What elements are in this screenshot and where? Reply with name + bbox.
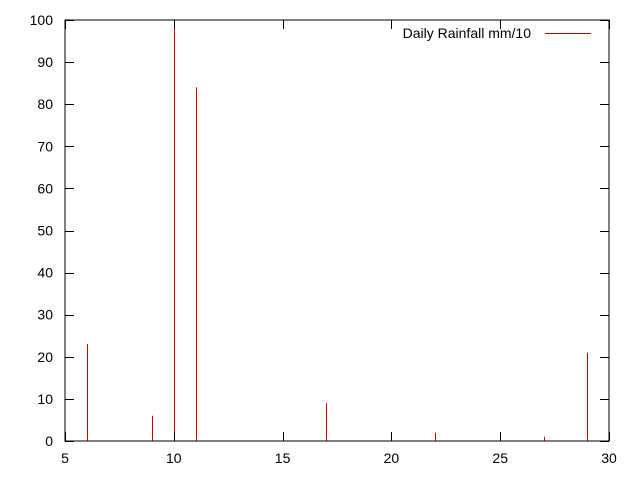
y-tick-label: 20 (37, 349, 53, 365)
y-tick-label: 90 (37, 54, 53, 70)
legend: Daily Rainfall mm/10 (403, 25, 591, 41)
y-tick-label: 50 (37, 223, 53, 239)
legend-label: Daily Rainfall mm/10 (403, 25, 532, 41)
x-tick-label: 15 (275, 450, 291, 466)
y-tick-label: 70 (37, 138, 53, 154)
y-tick-label: 40 (37, 265, 53, 281)
y-tick-label: 60 (37, 180, 53, 196)
y-tick-label: 80 (37, 96, 53, 112)
impulse-marks-layer (87, 20, 588, 441)
x-tick-label: 5 (61, 450, 69, 466)
y-tick-label: 30 (37, 307, 53, 323)
plot-frame (64, 19, 610, 442)
x-tick-label: 10 (166, 450, 182, 466)
x-tick-label: 20 (384, 450, 400, 466)
axis-ticks-layer: 5 10 15 20 25 30 0 10 20 30 40 50 60 70 80 90 100 (30, 12, 617, 466)
y-tick-label: 0 (45, 433, 53, 449)
x-tick-label: 30 (601, 450, 617, 466)
y-tick-label: 100 (30, 12, 54, 28)
y-tick-label: 10 (37, 391, 53, 407)
x-tick-label: 25 (492, 450, 508, 466)
